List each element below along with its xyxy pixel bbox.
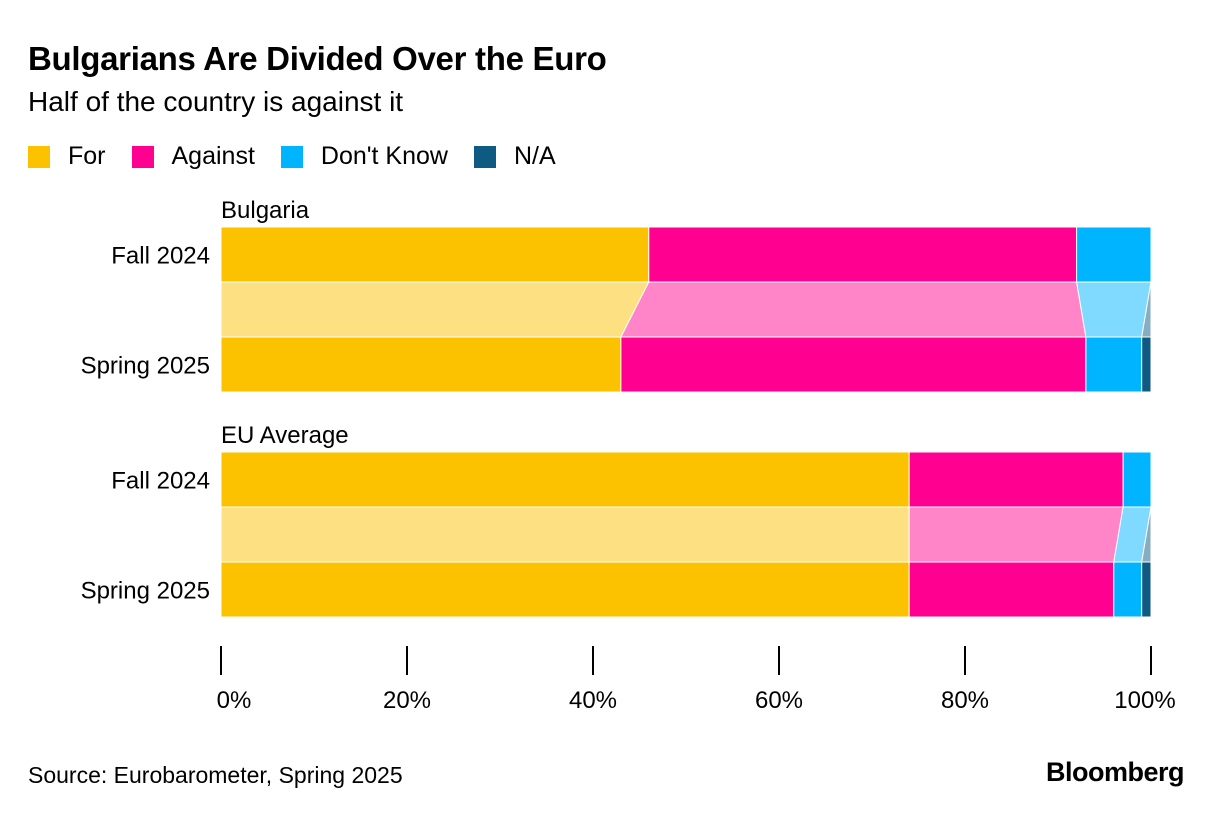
x-tick-label-3: 60% [755, 687, 803, 714]
group-label-bulgaria: Bulgaria [221, 197, 310, 224]
bar-eu-average-spring-2025-for [220, 561, 910, 618]
x-tick-label-0: 0% [217, 687, 252, 714]
legend-label-for: For [68, 142, 106, 170]
x-tick-label-1: 20% [383, 687, 431, 714]
connector-eu-average-against [908, 506, 1124, 563]
bar-eu-average-spring-2025-n-a [1141, 561, 1152, 618]
bar-bulgaria-fall-2024-for [220, 226, 650, 283]
bar-bulgaria-spring-2025-for [220, 336, 622, 393]
legend-item-against: Against [131, 142, 255, 171]
bar-bulgaria-spring-2025-don-t-know [1085, 336, 1143, 393]
bar-eu-average-fall-2024-for [220, 451, 910, 508]
chart-subtitle: Half of the country is against it [28, 86, 404, 117]
connector-bulgaria-for [220, 281, 650, 338]
source-note: Source: Eurobarometer, Spring 2025 [28, 762, 403, 788]
category-label-bulgaria-spring-2025: Spring 2025 [81, 353, 210, 380]
bar-bulgaria-spring-2025-n-a [1141, 336, 1152, 393]
bloomberg-logo: Bloomberg [1045, 757, 1185, 787]
legend-swatch-dont-know [280, 145, 303, 168]
group-label-eu-average: EU Average [221, 422, 349, 449]
x-tick-label-5: 100% [1114, 687, 1175, 714]
chart-title: Bulgarians Are Divided Over the Euro [28, 40, 607, 77]
legend-label-na: N/A [513, 142, 556, 170]
bar-bulgaria-fall-2024-against [648, 226, 1078, 283]
legend-swatch-against [131, 145, 154, 168]
connector-bulgaria-don-t-know [1076, 281, 1152, 338]
bar-bulgaria-fall-2024-don-t-know [1076, 226, 1152, 283]
category-label-eu-average-spring-2025: Spring 2025 [81, 578, 210, 605]
bar-eu-average-spring-2025-against [908, 561, 1115, 618]
legend-item-na: N/A [473, 142, 556, 171]
legend-label-dont-know: Don't Know [320, 142, 448, 170]
bar-bulgaria-spring-2025-against [620, 336, 1087, 393]
legend-item-for: For [28, 142, 106, 171]
bar-eu-average-fall-2024-against [908, 451, 1124, 508]
bar-eu-average-fall-2024-don-t-know [1122, 451, 1152, 508]
legend-swatch-na [473, 145, 496, 168]
connector-eu-average-for [220, 506, 910, 563]
bar-eu-average-spring-2025-don-t-know [1113, 561, 1143, 618]
legend-swatch-for [28, 145, 50, 168]
x-tick-label-2: 40% [569, 687, 617, 714]
legend-label-against: Against [171, 142, 255, 170]
category-label-eu-average-fall-2024: Fall 2024 [111, 468, 210, 495]
legend: For Against Don't Know N/A [28, 142, 582, 171]
connector-bulgaria-against [620, 281, 1087, 338]
legend-item-dont-know: Don't Know [280, 142, 448, 171]
x-tick-label-4: 80% [941, 687, 989, 714]
category-label-bulgaria-fall-2024: Fall 2024 [111, 243, 210, 270]
